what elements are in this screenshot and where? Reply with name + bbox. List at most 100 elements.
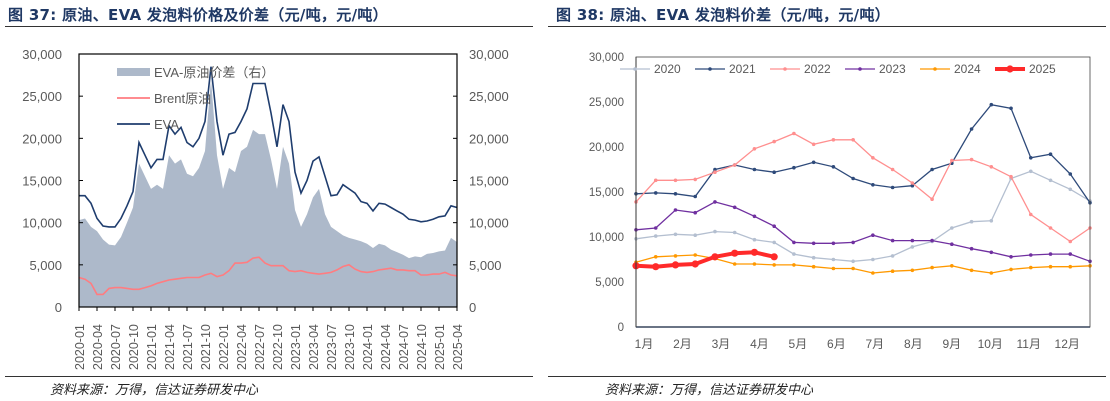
left-x-tick-label: 2020-07	[109, 324, 123, 370]
data-point-2025	[671, 261, 680, 269]
data-point-2022	[1068, 239, 1073, 244]
data-point-2024	[831, 266, 836, 271]
data-point-2022	[713, 170, 717, 174]
data-point-2021	[811, 160, 816, 165]
right-chart-y-tick-label: 0	[618, 322, 624, 334]
data-point-2020	[871, 257, 875, 262]
data-point-2022	[969, 157, 974, 162]
left-x-tick-label: 2023-10	[343, 324, 357, 370]
right-y-tick-label: 20,000	[469, 131, 509, 146]
data-point-2022	[811, 142, 816, 147]
data-point-2022	[851, 138, 855, 142]
data-point-2023	[811, 241, 816, 246]
data-point-2023	[673, 208, 678, 212]
data-point-2023	[831, 241, 836, 246]
data-point-2022	[673, 178, 678, 183]
series-line-2020	[635, 170, 1091, 262]
data-point-2023	[930, 238, 934, 243]
right-source-note: 资料来源：万得，信达证券研发中心	[605, 383, 814, 398]
right-footer-rule	[548, 376, 1106, 377]
data-point-2025	[652, 263, 660, 271]
legend-label: 2024	[954, 62, 981, 76]
data-point-2023	[989, 250, 994, 255]
data-point-2024	[1009, 267, 1013, 272]
right-plot-area	[636, 57, 1090, 327]
data-point-2020	[950, 226, 954, 230]
legend-label: 2025	[1029, 62, 1056, 76]
data-point-2022	[1028, 212, 1033, 217]
data-point-2023	[890, 238, 895, 243]
data-point-2023	[752, 214, 757, 219]
legend-marker-2020	[633, 67, 637, 71]
left-x-tick-label: 2024-07	[397, 324, 411, 370]
left-y-tick-label: 5,000	[29, 258, 62, 273]
data-point-2023	[969, 246, 974, 251]
data-point-2023	[1028, 253, 1033, 257]
right-chart-x-tick-label: 2月	[673, 337, 692, 351]
data-point-2023	[1048, 252, 1053, 256]
right-title-rule	[548, 26, 1106, 27]
series-line-eva	[79, 66, 458, 228]
data-point-2021	[890, 185, 895, 190]
data-point-2022	[831, 138, 836, 142]
data-point-2020	[772, 240, 776, 245]
data-point-2020	[732, 230, 737, 235]
data-point-2021	[851, 176, 855, 181]
data-point-2020	[1028, 169, 1033, 174]
left-y-tick-label: 20,000	[22, 131, 62, 146]
data-point-2023	[713, 200, 717, 204]
left-x-tick-label: 2024-10	[415, 324, 429, 370]
spread-area	[79, 79, 457, 307]
legend-label: 2023	[879, 62, 906, 76]
data-point-2024	[1048, 264, 1053, 269]
data-point-2023	[1068, 252, 1073, 256]
right-y-tick-label: 5,000	[469, 258, 502, 273]
right-plot-border	[635, 56, 1091, 328]
data-point-2021	[713, 167, 717, 172]
data-point-2023	[792, 240, 796, 245]
left-x-tick-label: 2020-04	[91, 324, 105, 370]
legend-marker-2025	[1006, 65, 1014, 73]
data-point-2025	[731, 249, 739, 257]
data-point-2021	[871, 183, 875, 187]
legend-label: 2022	[804, 62, 831, 76]
data-point-2020	[673, 232, 678, 237]
data-point-2025	[711, 253, 719, 261]
left-footer-rule	[5, 376, 533, 377]
data-point-2023	[772, 224, 776, 228]
data-point-2022	[989, 165, 994, 169]
data-point-2021	[772, 170, 776, 174]
legend-label: EVA	[154, 117, 179, 132]
data-point-2024	[930, 265, 934, 270]
data-point-2024	[871, 271, 875, 275]
left-x-tick-label: 2021-01	[145, 324, 159, 370]
series-line-brent	[78, 256, 458, 296]
left-x-tick-label: 2022-07	[253, 324, 267, 370]
right-y-tick-label: 30,000	[469, 47, 509, 62]
data-point-2021	[792, 165, 796, 170]
right-chart-x-tick-label: 9月	[942, 337, 961, 351]
data-point-2020	[910, 245, 915, 249]
data-point-2020	[969, 219, 974, 224]
left-x-tick-label: 2024-01	[361, 324, 375, 370]
legend-marker-2021	[708, 67, 712, 71]
legend-marker-2022	[783, 67, 787, 71]
data-point-2022	[792, 131, 796, 136]
series-line-2023	[635, 201, 1091, 262]
data-point-2025	[691, 260, 699, 268]
right-chart-y-tick-label: 15,000	[589, 187, 624, 199]
data-point-2024	[772, 263, 776, 267]
left-x-tick-label: 2023-07	[325, 324, 339, 370]
data-point-2025	[770, 253, 778, 261]
data-point-2024	[950, 264, 954, 268]
data-point-2021	[989, 102, 994, 107]
data-point-2023	[950, 242, 954, 246]
left-source-note: 资料来源：万得，信达证券研发中心	[50, 383, 259, 398]
left-x-tick-label: 2021-04	[163, 324, 177, 370]
data-point-2023	[851, 240, 855, 245]
data-point-2024	[811, 264, 816, 269]
data-point-2022	[752, 147, 757, 151]
data-point-2024	[673, 254, 678, 258]
left-y-tick-label: 0	[55, 300, 62, 315]
legend-label: 2021	[729, 62, 756, 76]
